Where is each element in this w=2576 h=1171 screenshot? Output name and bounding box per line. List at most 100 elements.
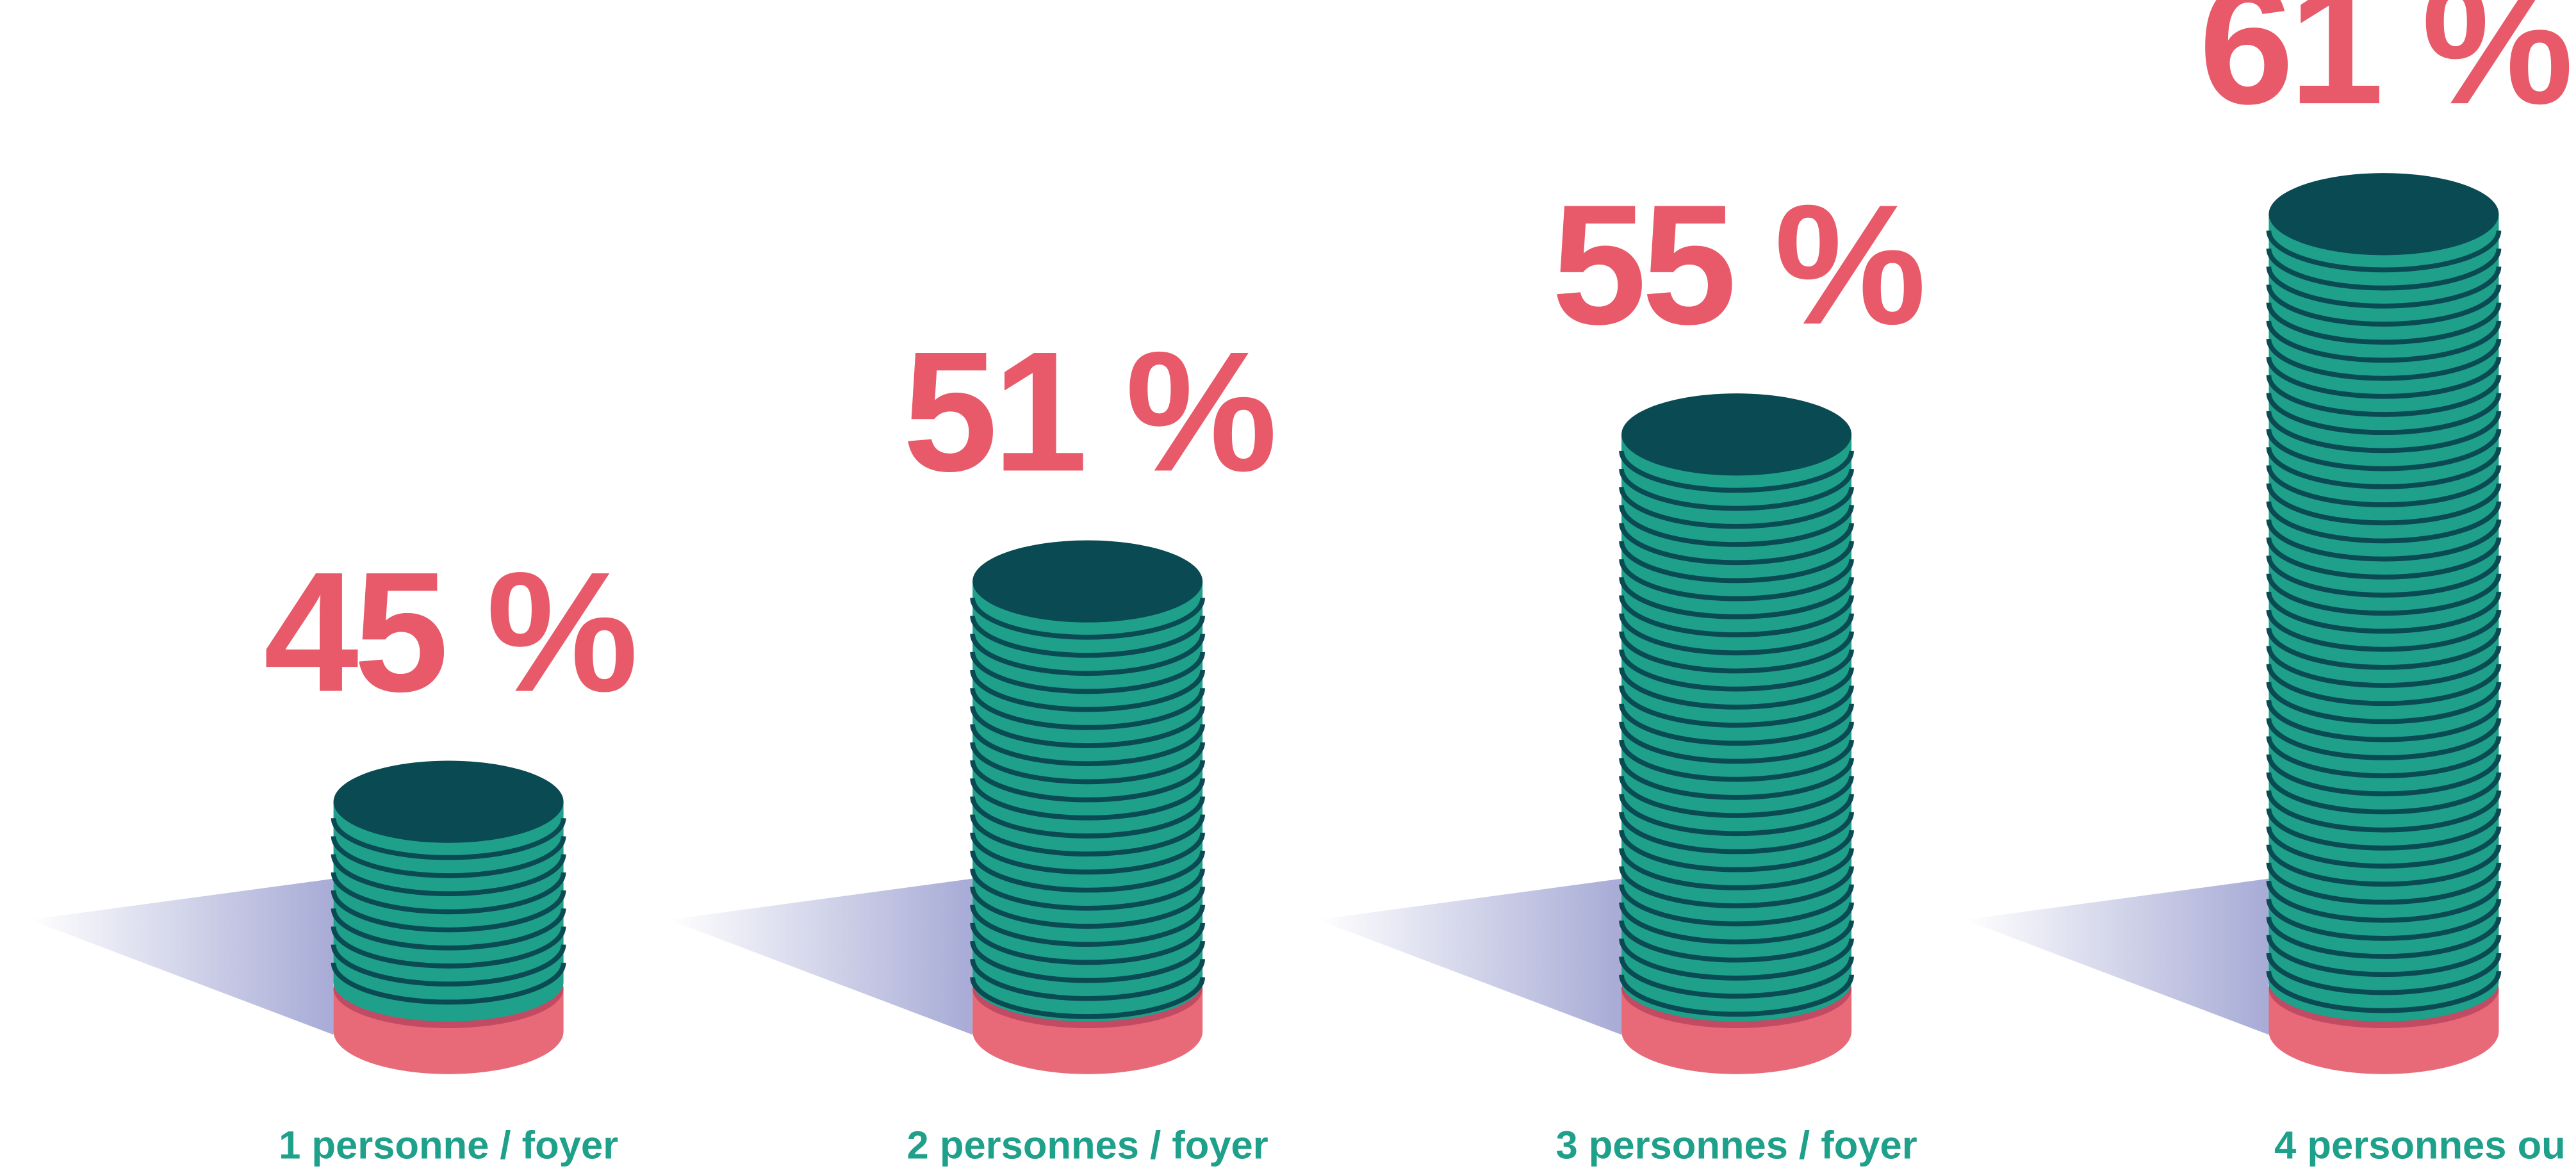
coin-edge: [970, 977, 1205, 1019]
coin-edge: [331, 836, 566, 878]
coin-edge: [331, 962, 566, 1005]
coin-edge: [970, 869, 1205, 911]
coin-edge: [331, 872, 566, 915]
coin-edge: [1619, 505, 1854, 547]
coin-edge: [970, 959, 1205, 1001]
coin-edge: [1619, 739, 1854, 782]
shadow: [1965, 878, 2269, 1035]
coin-edge: [2266, 736, 2502, 778]
coin-edge: [2266, 465, 2502, 507]
coin-edge: [2266, 248, 2502, 291]
coin-edge: [331, 890, 566, 933]
coin-edge: [970, 616, 1205, 658]
coin-edge: [970, 778, 1205, 821]
coin-edge: [2266, 338, 2502, 381]
coin-top: [1621, 393, 1852, 476]
coin-edge: [1619, 595, 1854, 637]
shadow: [668, 878, 973, 1035]
coin-edge: [2266, 429, 2502, 471]
coin-edge: [1619, 631, 1854, 674]
coin-edge: [1619, 920, 1854, 963]
shadow: [29, 878, 334, 1035]
coin-edge: [2266, 320, 2502, 363]
coin-edge: [1619, 613, 1854, 656]
coin-edge: [2266, 302, 2502, 345]
coin-edge: [970, 669, 1205, 712]
coin-edge: [2266, 375, 2502, 417]
value-label: 45 %: [264, 537, 636, 728]
coin-edge: [2266, 573, 2502, 616]
coin-edge: [1619, 523, 1854, 566]
coin-edge: [2266, 284, 2502, 327]
coin-edge: [2266, 555, 2502, 598]
coin-edge: [1619, 758, 1854, 800]
coin-edge: [2266, 483, 2502, 526]
coin-edge: [970, 832, 1205, 875]
coin-edge: [2266, 591, 2502, 634]
coin-edge: [2266, 754, 2502, 797]
coin-top: [2268, 173, 2499, 256]
coin-edge: [2266, 664, 2502, 707]
coin-edge: [1619, 974, 1854, 1017]
coin-edge: [970, 940, 1205, 983]
shadow: [1317, 878, 1622, 1035]
coin-edge: [2266, 501, 2502, 544]
coin-edge: [1619, 848, 1854, 890]
coin-edge: [970, 760, 1205, 803]
coin-edge: [1619, 703, 1854, 746]
coin-edge: [2266, 808, 2502, 851]
coin-edge: [2266, 953, 2502, 995]
coin-edge: [1619, 685, 1854, 728]
value-label: 51 %: [903, 316, 1275, 507]
coin-edge: [1619, 559, 1854, 602]
coin-edge: [2266, 917, 2502, 959]
coin-edge: [1619, 667, 1854, 710]
coin-edge: [2266, 646, 2502, 688]
coin-edge: [2266, 628, 2502, 670]
coin-top: [972, 540, 1203, 623]
category-label: 2 personnes / foyer: [907, 1123, 1268, 1167]
coin-edge: [2266, 393, 2502, 436]
coin-edge: [331, 818, 566, 860]
coin-edge: [2266, 844, 2502, 887]
coin-edge: [331, 944, 566, 987]
coin-edge: [1619, 649, 1854, 692]
category-label: 1 personne / foyer: [279, 1123, 618, 1167]
coin-edge: [2266, 537, 2502, 580]
coin-edge: [2266, 899, 2502, 941]
coin-edge: [2266, 411, 2502, 454]
value-label: 55 %: [1552, 169, 1924, 360]
coin-edge: [2266, 826, 2502, 869]
coin-edge: [970, 905, 1205, 947]
coin-edge: [970, 796, 1205, 839]
coin-edge: [1619, 541, 1854, 584]
coin-edge: [1619, 450, 1854, 493]
category-label: 3 personnes / foyer: [1556, 1123, 1917, 1167]
coin-edge: [1619, 794, 1854, 837]
coin-edge: [2266, 862, 2502, 905]
coin-edge: [1619, 468, 1854, 511]
coin-edge: [2266, 970, 2502, 1013]
coin-edge: [1619, 956, 1854, 999]
coin-edge: [970, 634, 1205, 676]
coin-edge: [970, 814, 1205, 857]
coin-edge: [2266, 772, 2502, 815]
coin-edge: [970, 688, 1205, 730]
coin-edge: [1619, 902, 1854, 945]
coin-edge: [2266, 266, 2502, 309]
coin-edge: [970, 706, 1205, 748]
coin-edge: [970, 651, 1205, 694]
coin-edge: [1619, 830, 1854, 872]
coin-edge: [2266, 519, 2502, 562]
coin-edge: [1619, 487, 1854, 529]
coin-edge: [970, 850, 1205, 893]
category-label: 4 personnes ou plus: [2274, 1123, 2576, 1167]
coin-edge: [970, 598, 1205, 640]
coin-edge: [2266, 682, 2502, 725]
coin-edge: [970, 724, 1205, 766]
coin-edge: [331, 926, 566, 969]
coin-edge: [1619, 812, 1854, 855]
coin-edge: [970, 742, 1205, 785]
